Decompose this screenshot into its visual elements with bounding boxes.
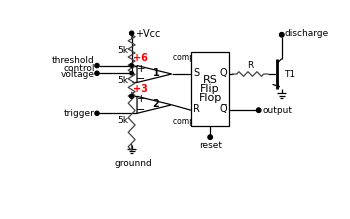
- Text: grounnd: grounnd: [114, 159, 152, 168]
- Text: +: +: [136, 64, 145, 74]
- Circle shape: [130, 95, 133, 98]
- Text: RS: RS: [203, 75, 218, 85]
- Text: 5k: 5k: [118, 46, 128, 55]
- Text: R: R: [247, 61, 253, 70]
- Text: +Vcc: +Vcc: [135, 29, 160, 39]
- Text: Q̅: Q̅: [219, 104, 227, 115]
- Text: +: +: [136, 94, 145, 104]
- Text: output: output: [262, 106, 293, 115]
- Text: +3: +3: [133, 84, 148, 94]
- Circle shape: [95, 63, 99, 68]
- Text: Flip: Flip: [200, 84, 220, 94]
- Text: comparator 1: comparator 1: [173, 53, 225, 62]
- Text: reset: reset: [199, 141, 222, 150]
- Text: −: −: [136, 74, 146, 84]
- Polygon shape: [137, 65, 172, 83]
- Text: Q: Q: [219, 68, 227, 78]
- Text: control: control: [63, 64, 95, 73]
- Circle shape: [130, 31, 134, 35]
- Circle shape: [256, 108, 261, 113]
- Text: Flop: Flop: [198, 93, 222, 103]
- Circle shape: [279, 32, 284, 37]
- Text: T1: T1: [284, 69, 295, 79]
- Text: threshold: threshold: [52, 56, 94, 65]
- Circle shape: [208, 135, 212, 140]
- Text: 2: 2: [153, 99, 159, 109]
- Text: S: S: [193, 68, 199, 78]
- Text: −: −: [136, 105, 146, 115]
- Text: 5k: 5k: [118, 76, 128, 85]
- Text: discharge: discharge: [284, 29, 328, 38]
- Circle shape: [130, 64, 133, 67]
- Circle shape: [95, 71, 99, 75]
- Bar: [191, 53, 230, 126]
- Text: trigger: trigger: [64, 109, 94, 118]
- Text: 5k: 5k: [118, 116, 128, 125]
- Text: +6: +6: [133, 53, 148, 63]
- Text: comparator 2: comparator 2: [173, 117, 225, 126]
- Polygon shape: [137, 96, 172, 113]
- Circle shape: [130, 72, 133, 75]
- Circle shape: [95, 111, 99, 115]
- Circle shape: [130, 95, 133, 98]
- Text: 1: 1: [153, 68, 159, 78]
- Text: voltage: voltage: [61, 71, 94, 79]
- Text: R: R: [193, 104, 200, 115]
